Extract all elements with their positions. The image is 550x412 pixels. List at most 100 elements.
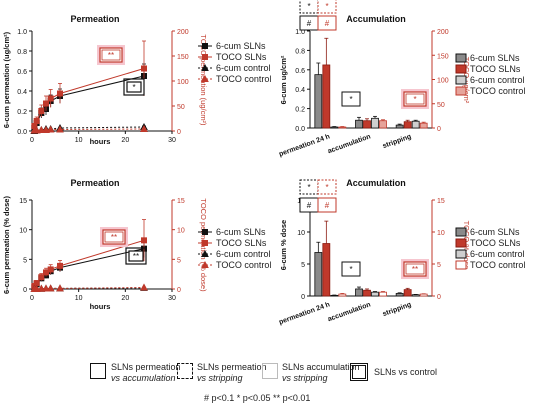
- chart0-y2tick-label: 150: [177, 54, 189, 61]
- chart0-sig-double-outer: [123, 78, 145, 96]
- chart0-legend-label-0: 6-cum SLNs: [216, 41, 266, 51]
- chart1-ytick-label: 0.6: [295, 68, 305, 75]
- chart2-point-1: [57, 262, 63, 269]
- chart3-sig-dashed-red-label: *: [325, 183, 328, 192]
- chart2-y2tick-label: 15: [177, 198, 185, 205]
- chart3-sig-star-frame: [341, 261, 361, 277]
- chart3-sig-star-pink-frame: [403, 261, 427, 277]
- chart0-sig-double-label: *: [132, 83, 135, 92]
- chart1-ytick-label: 0.2: [295, 107, 305, 114]
- chart3-bar-2-0: [395, 293, 404, 297]
- chart3-legend-label-3: TOCO control: [470, 260, 525, 270]
- chart1-bar-1-3: [379, 120, 387, 129]
- chart0-point-3: [46, 125, 55, 133]
- chart3-y2tick-label: 10: [437, 230, 445, 237]
- legend-label-solid-2: vs accumulation: [111, 373, 176, 383]
- chart2-sig-double-outer: [125, 247, 147, 265]
- chart1-sig-dashed-red-frame: [317, 0, 337, 14]
- chart2-y2tick-label: 0: [177, 287, 181, 294]
- chart3-category-label-1: accumulation: [327, 301, 372, 323]
- chart1-category-label-1: accumulation: [327, 133, 372, 155]
- legend-label-dashed-2: vs stripping: [197, 373, 243, 383]
- chart1-bar-0-2: [330, 126, 339, 129]
- chart0-permeation: 0.00.20.40.60.81.0050100150200Permeation…: [2, 14, 271, 146]
- chart2-legend-label-2: 6-cum control: [216, 249, 271, 259]
- chart0-sig-pink-inner: [101, 49, 121, 61]
- chart2-point-1: [141, 237, 147, 244]
- chart0-ylabel: 6-cum permeation (ug/cm²): [2, 31, 11, 128]
- chart0-y2tick-label: 200: [177, 29, 189, 36]
- chart1-sig-star-pink-inner: [405, 93, 425, 105]
- chart2-sig-double-label: **: [133, 252, 139, 261]
- chart3-bar-1-2: [371, 291, 379, 297]
- legend-label-double: SLNs vs control: [374, 367, 438, 377]
- chart2-ytick-label: 5: [23, 257, 27, 264]
- chart1-sig-star-frame: [341, 91, 361, 107]
- chart0-legend-label-2: 6-cum control: [216, 63, 271, 73]
- chart1-bar-2-2: [411, 120, 420, 129]
- chart0-legend-marker-0: [202, 43, 208, 49]
- chart1-sig-dashed-red-label: *: [325, 2, 328, 11]
- chart0-xtick-label: 10: [75, 137, 83, 144]
- chart2-sig-double-inner: [128, 250, 144, 262]
- chart1-category-label-2: stripping: [382, 133, 413, 150]
- chart3-legend-label-0: 6-cum SLNs: [470, 227, 520, 237]
- chart1-y2tick-label: 150: [437, 53, 449, 60]
- chart0-y2tick-label: 50: [177, 104, 185, 111]
- chart2-ytick-label: 0: [23, 287, 27, 294]
- chart0-point-1: [33, 118, 40, 124]
- chart0-ytick-label: 0.0: [17, 129, 27, 136]
- chart3-legend-label-1: TOCO SLNs: [470, 238, 521, 248]
- chart2-legend-marker-2: [201, 249, 209, 257]
- chart0-sig-double-inner: [126, 81, 142, 93]
- chart3-bar-0-1: [322, 243, 331, 297]
- chart1-ytick-label: 0.8: [295, 48, 305, 55]
- chart3-legend-swatch-3: [455, 260, 467, 270]
- chart2-y2tick-label: 10: [177, 228, 185, 235]
- chart1-accumulation: 0.0 0.2 0.4 0.6 0.8 1.0 0 50 100 150 200 Accumulati…: [278, 0, 525, 158]
- chart2-sig-pink-label: **: [111, 233, 117, 242]
- chart3-legend-swatch-1: [455, 238, 467, 248]
- chart1-legend-swatch-3: [455, 86, 467, 96]
- chart3-bar-2-2: [411, 294, 420, 297]
- chart1-bar-0-3: [338, 126, 347, 129]
- legend-label-dashed-1: SLNs permeation: [197, 362, 267, 372]
- chart0-sig-pink-frame: [99, 47, 123, 63]
- chart3-category-label-0: permeation 24 h: [278, 301, 331, 326]
- chart2-sig-pink-inner: [104, 231, 124, 243]
- chart1-legend-swatch-2: [455, 75, 467, 85]
- chart1-y2tick-label: 50: [437, 102, 445, 109]
- significance-note: # p<0.1 * p<0.05 ** p<0.01: [204, 393, 311, 403]
- chart3-bar-2-1: [403, 289, 412, 297]
- chart1-sig-hash-label: #: [307, 19, 312, 28]
- chart3-sig-hash-label: #: [307, 201, 312, 210]
- chart0-series-3: [30, 124, 148, 134]
- chart1-y2tick-label: 0: [437, 126, 441, 133]
- chart2-sig-pink-frame: [102, 229, 126, 245]
- chart2-point-3: [140, 283, 148, 291]
- legend-box-light: [262, 363, 278, 379]
- chart2-point-3: [56, 284, 64, 292]
- chart0-xtick-label: 20: [121, 137, 129, 144]
- chart1-sig-star-label: *: [349, 95, 352, 104]
- chart2-xtick-label: 10: [75, 295, 83, 302]
- chart1-legend-swatch-0: [455, 53, 467, 63]
- chart2-legend-marker-3: [201, 260, 209, 268]
- chart1-sig-hash-red-frame: [317, 15, 337, 31]
- chart0-point-3: [37, 125, 46, 133]
- chart2-point-3: [37, 284, 46, 292]
- chart2-line-1: [33, 239, 145, 287]
- chart1-y2tick-label: 200: [437, 29, 449, 36]
- chart0-ytick-label: 0.4: [17, 89, 27, 96]
- chart3-category-label-2: stripping: [382, 301, 413, 318]
- chart2-legend-label-3: TOCO control: [216, 260, 271, 270]
- chart3-accumulation: 051015051015Accumulation6-cum % doseTOCO…: [278, 178, 525, 326]
- chart0-xtick-label: 0: [30, 137, 34, 144]
- chart3-sig-star-pink-inner: [405, 263, 425, 275]
- chart2-point-3: [32, 284, 41, 292]
- chart0-point-3: [56, 125, 64, 133]
- chart2-ytick-label: 10: [19, 228, 27, 235]
- chart3-bar-0-2: [330, 294, 339, 297]
